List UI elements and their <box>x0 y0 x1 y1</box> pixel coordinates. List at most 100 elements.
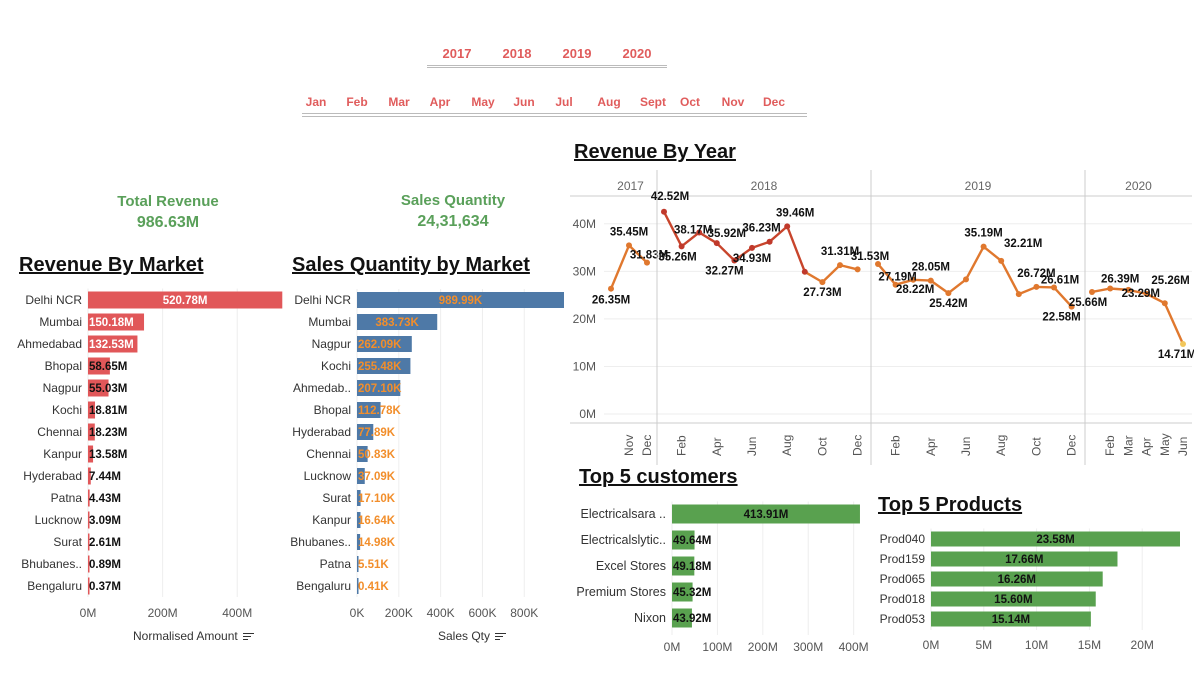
category-label: Patna <box>51 491 83 505</box>
month-filter-item[interactable]: Apr <box>429 95 451 109</box>
data-label: 28.22M <box>896 284 934 296</box>
x-tick-label: 0M <box>923 638 940 652</box>
bar <box>88 357 110 375</box>
y-tick-label: 20M <box>573 312 596 326</box>
year-filter-item[interactable]: 2020 <box>622 46 652 61</box>
x-tick-label: 600K <box>468 606 496 620</box>
bar <box>931 611 1091 627</box>
bar <box>88 533 90 551</box>
top-products-title: Top 5 Products <box>878 494 1023 516</box>
data-point <box>766 238 773 245</box>
month-filter-item[interactable]: Jun <box>513 95 535 109</box>
data-label: 17.10K <box>358 493 396 505</box>
data-label: 2.61M <box>89 537 121 549</box>
data-point <box>1051 284 1057 291</box>
month-filter-item[interactable]: Oct <box>679 95 700 109</box>
data-label: 15.14M <box>992 614 1030 626</box>
sales-qty-by-market-chart[interactable]: 0K 200K 400K 600K 800K Delhi NCR 989.99K Mumbai… <box>285 285 570 630</box>
month-filter-item[interactable]: Aug <box>597 95 621 109</box>
data-label: 55.03M <box>89 383 127 395</box>
category-label: Prod040 <box>880 532 926 546</box>
x-tick-label: Dec <box>851 435 865 456</box>
bar <box>357 292 564 308</box>
data-point <box>837 262 843 269</box>
data-label: 132.53M <box>89 339 134 351</box>
data-point <box>980 243 987 250</box>
year-filter-item[interactable]: 2019 <box>562 46 592 61</box>
sort-icon[interactable] <box>242 632 254 641</box>
category-label: Ahmedab.. <box>293 381 351 395</box>
data-label: 5.51K <box>358 559 389 571</box>
month-filter-underline <box>302 116 807 117</box>
revenue-by-market-chart[interactable]: 0M 200M 400M Delhi NCR 520.78M Mumbai 150.18M A… <box>0 285 290 630</box>
x-tick-label: Apr <box>1140 437 1154 456</box>
data-label: 38.17M <box>674 224 712 236</box>
x-tick-label: Jun <box>745 437 759 456</box>
year-filter-underline <box>427 67 667 68</box>
x-tick-label: Oct <box>1029 437 1043 456</box>
data-label: 35.19M <box>964 228 1002 240</box>
data-label: 31.31M <box>821 246 859 258</box>
category-label: Prod159 <box>880 552 926 566</box>
x-tick-label: 15M <box>1078 638 1101 652</box>
data-label: 262.09K <box>358 339 402 351</box>
data-point <box>1143 290 1150 297</box>
data-label: 150.18M <box>89 317 134 329</box>
category-label: Kanpur <box>312 513 351 527</box>
data-label: 383.73K <box>375 317 419 329</box>
month-filter-item[interactable]: Nov <box>721 95 745 109</box>
series-line-segment <box>733 246 753 262</box>
data-point <box>963 276 969 283</box>
data-point <box>892 281 899 288</box>
year-panel-header: 2017 <box>617 179 644 193</box>
qty-axis-title-label: Sales Qty <box>438 629 491 643</box>
year-filter-item[interactable]: 2018 <box>502 46 532 61</box>
x-tick-label: Aug <box>780 435 794 456</box>
year-filter-item[interactable]: 2017 <box>442 46 472 61</box>
data-label: 39.46M <box>776 207 814 219</box>
data-label: 255.48K <box>358 361 402 373</box>
revenue-by-year-chart[interactable]: 0M 10M 20M 30M 40M 2017 Nov Dec 26.35M 35.45M 31.8… <box>570 170 1194 465</box>
data-point <box>1068 303 1075 310</box>
x-tick-label: 200M <box>148 606 178 620</box>
category-label: Electricalsara .. <box>581 507 666 521</box>
y-tick-label: 0M <box>579 407 596 421</box>
data-label: 22.58M <box>1042 312 1080 324</box>
month-filter-item[interactable]: Jul <box>555 95 573 109</box>
month-filter-item[interactable]: Jan <box>305 95 327 109</box>
data-point <box>910 276 917 283</box>
month-filter-item[interactable]: Sept <box>639 95 666 109</box>
data-point <box>626 242 632 249</box>
series-line-segment <box>662 211 683 247</box>
revenue-axis-title[interactable]: Normalised Amount <box>133 629 254 643</box>
series-line-segment <box>1128 288 1147 296</box>
top-products-chart[interactable]: 0M 5M 10M 15M 20M Prod040 23.58M Prod159 17.66M P… <box>870 522 1200 657</box>
x-tick-label: Apr <box>710 437 724 456</box>
month-filter-item[interactable]: Feb <box>346 95 368 109</box>
data-label: 112.78K <box>358 405 402 417</box>
series-line-segment <box>947 278 967 295</box>
data-label: 32.21M <box>1004 238 1042 250</box>
category-label: Lucknow <box>304 469 352 483</box>
sort-icon[interactable] <box>495 632 507 641</box>
x-tick-label: Jun <box>1176 437 1190 456</box>
month-filter-item[interactable]: May <box>471 95 495 109</box>
category-label: Kochi <box>321 359 351 373</box>
qty-axis-title[interactable]: Sales Qty <box>438 629 507 643</box>
x-tick-label: 10M <box>1025 638 1048 652</box>
data-label: 26.39M <box>1101 274 1139 286</box>
series-line-segment <box>1091 287 1111 294</box>
data-label: 13.58M <box>89 449 127 461</box>
year-filter[interactable]: 2017 2018 2019 2020 <box>427 46 667 66</box>
top-customers-chart[interactable]: 0M 100M 200M 300M 400M Electricalsara .. 413.9… <box>570 495 870 660</box>
month-filter-item[interactable]: Mar <box>388 95 410 109</box>
data-label: 35.26M <box>658 251 696 263</box>
month-filter-item[interactable]: Dec <box>762 95 785 109</box>
data-point <box>1033 283 1040 290</box>
data-label: 16.64K <box>358 515 396 527</box>
category-label: Surat <box>322 491 351 505</box>
month-filter[interactable]: Jan Feb Mar Apr May Jun Jul Aug Sept Oct… <box>302 95 807 114</box>
data-point <box>749 244 755 251</box>
series-line-segment <box>895 278 914 286</box>
category-label: Chennai <box>37 425 82 439</box>
